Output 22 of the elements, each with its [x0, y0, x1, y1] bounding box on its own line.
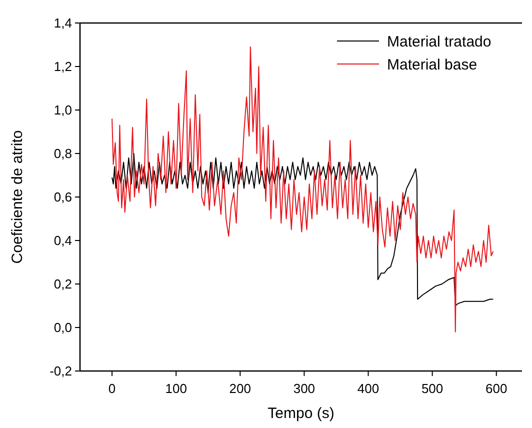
x-axis-title: Tempo (s) [268, 405, 334, 422]
x-tick-label: 300 [293, 381, 316, 396]
x-tick-label: 600 [486, 381, 508, 396]
y-tick-label: 0,4 [54, 233, 72, 248]
y-tick-label: 1,0 [54, 102, 72, 118]
y-tick-label: 1,2 [54, 59, 72, 74]
line-series [112, 46, 494, 332]
y-axis-title: Coeficiente de atrito [9, 130, 26, 264]
y-tick-label: 1,4 [54, 16, 72, 31]
x-tick-label: 400 [357, 381, 380, 396]
legend-label: Material tratado [387, 33, 492, 50]
x-tick-label: 0 [108, 381, 116, 396]
line-series [112, 153, 494, 306]
x-tick-label: 500 [421, 381, 444, 396]
y-tick-label: 0,8 [54, 146, 72, 162]
x-tick-label: 100 [165, 381, 187, 396]
y-tick-label: 0,0 [54, 320, 72, 336]
y-tick-label: 0,6 [54, 190, 72, 205]
legend-label: Material base [387, 56, 478, 74]
x-tick-label: 200 [229, 381, 251, 396]
y-tick-label: -0,2 [50, 364, 72, 379]
y-tick-label: 0,2 [54, 276, 72, 292]
